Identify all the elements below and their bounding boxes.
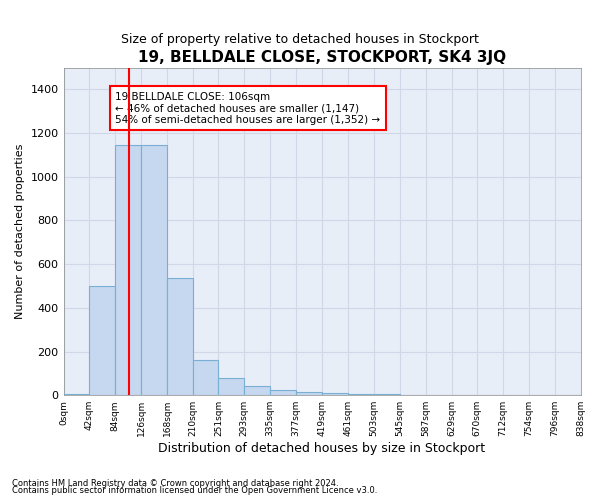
Bar — [64, 394, 89, 395]
Text: Size of property relative to detached houses in Stockport: Size of property relative to detached ho… — [121, 32, 479, 46]
Bar — [89, 286, 115, 395]
Bar — [141, 144, 167, 395]
Text: Contains public sector information licensed under the Open Government Licence v3: Contains public sector information licen… — [12, 486, 377, 495]
Text: Contains HM Land Registry data © Crown copyright and database right 2024.: Contains HM Land Registry data © Crown c… — [12, 478, 338, 488]
Bar — [270, 390, 296, 395]
Bar — [374, 394, 400, 395]
Title: 19, BELLDALE CLOSE, STOCKPORT, SK4 3JQ: 19, BELLDALE CLOSE, STOCKPORT, SK4 3JQ — [138, 50, 506, 65]
Bar — [244, 386, 270, 395]
Y-axis label: Number of detached properties: Number of detached properties — [15, 144, 25, 319]
Bar — [348, 394, 374, 395]
Bar — [400, 394, 425, 395]
Bar — [425, 394, 452, 395]
Text: 19 BELLDALE CLOSE: 106sqm
← 46% of detached houses are smaller (1,147)
54% of se: 19 BELLDALE CLOSE: 106sqm ← 46% of detac… — [115, 92, 380, 125]
Bar — [296, 392, 322, 395]
Bar — [193, 360, 218, 395]
Bar — [167, 278, 193, 395]
X-axis label: Distribution of detached houses by size in Stockport: Distribution of detached houses by size … — [158, 442, 485, 455]
Bar — [322, 394, 348, 395]
Bar — [115, 144, 141, 395]
Bar — [218, 378, 244, 395]
